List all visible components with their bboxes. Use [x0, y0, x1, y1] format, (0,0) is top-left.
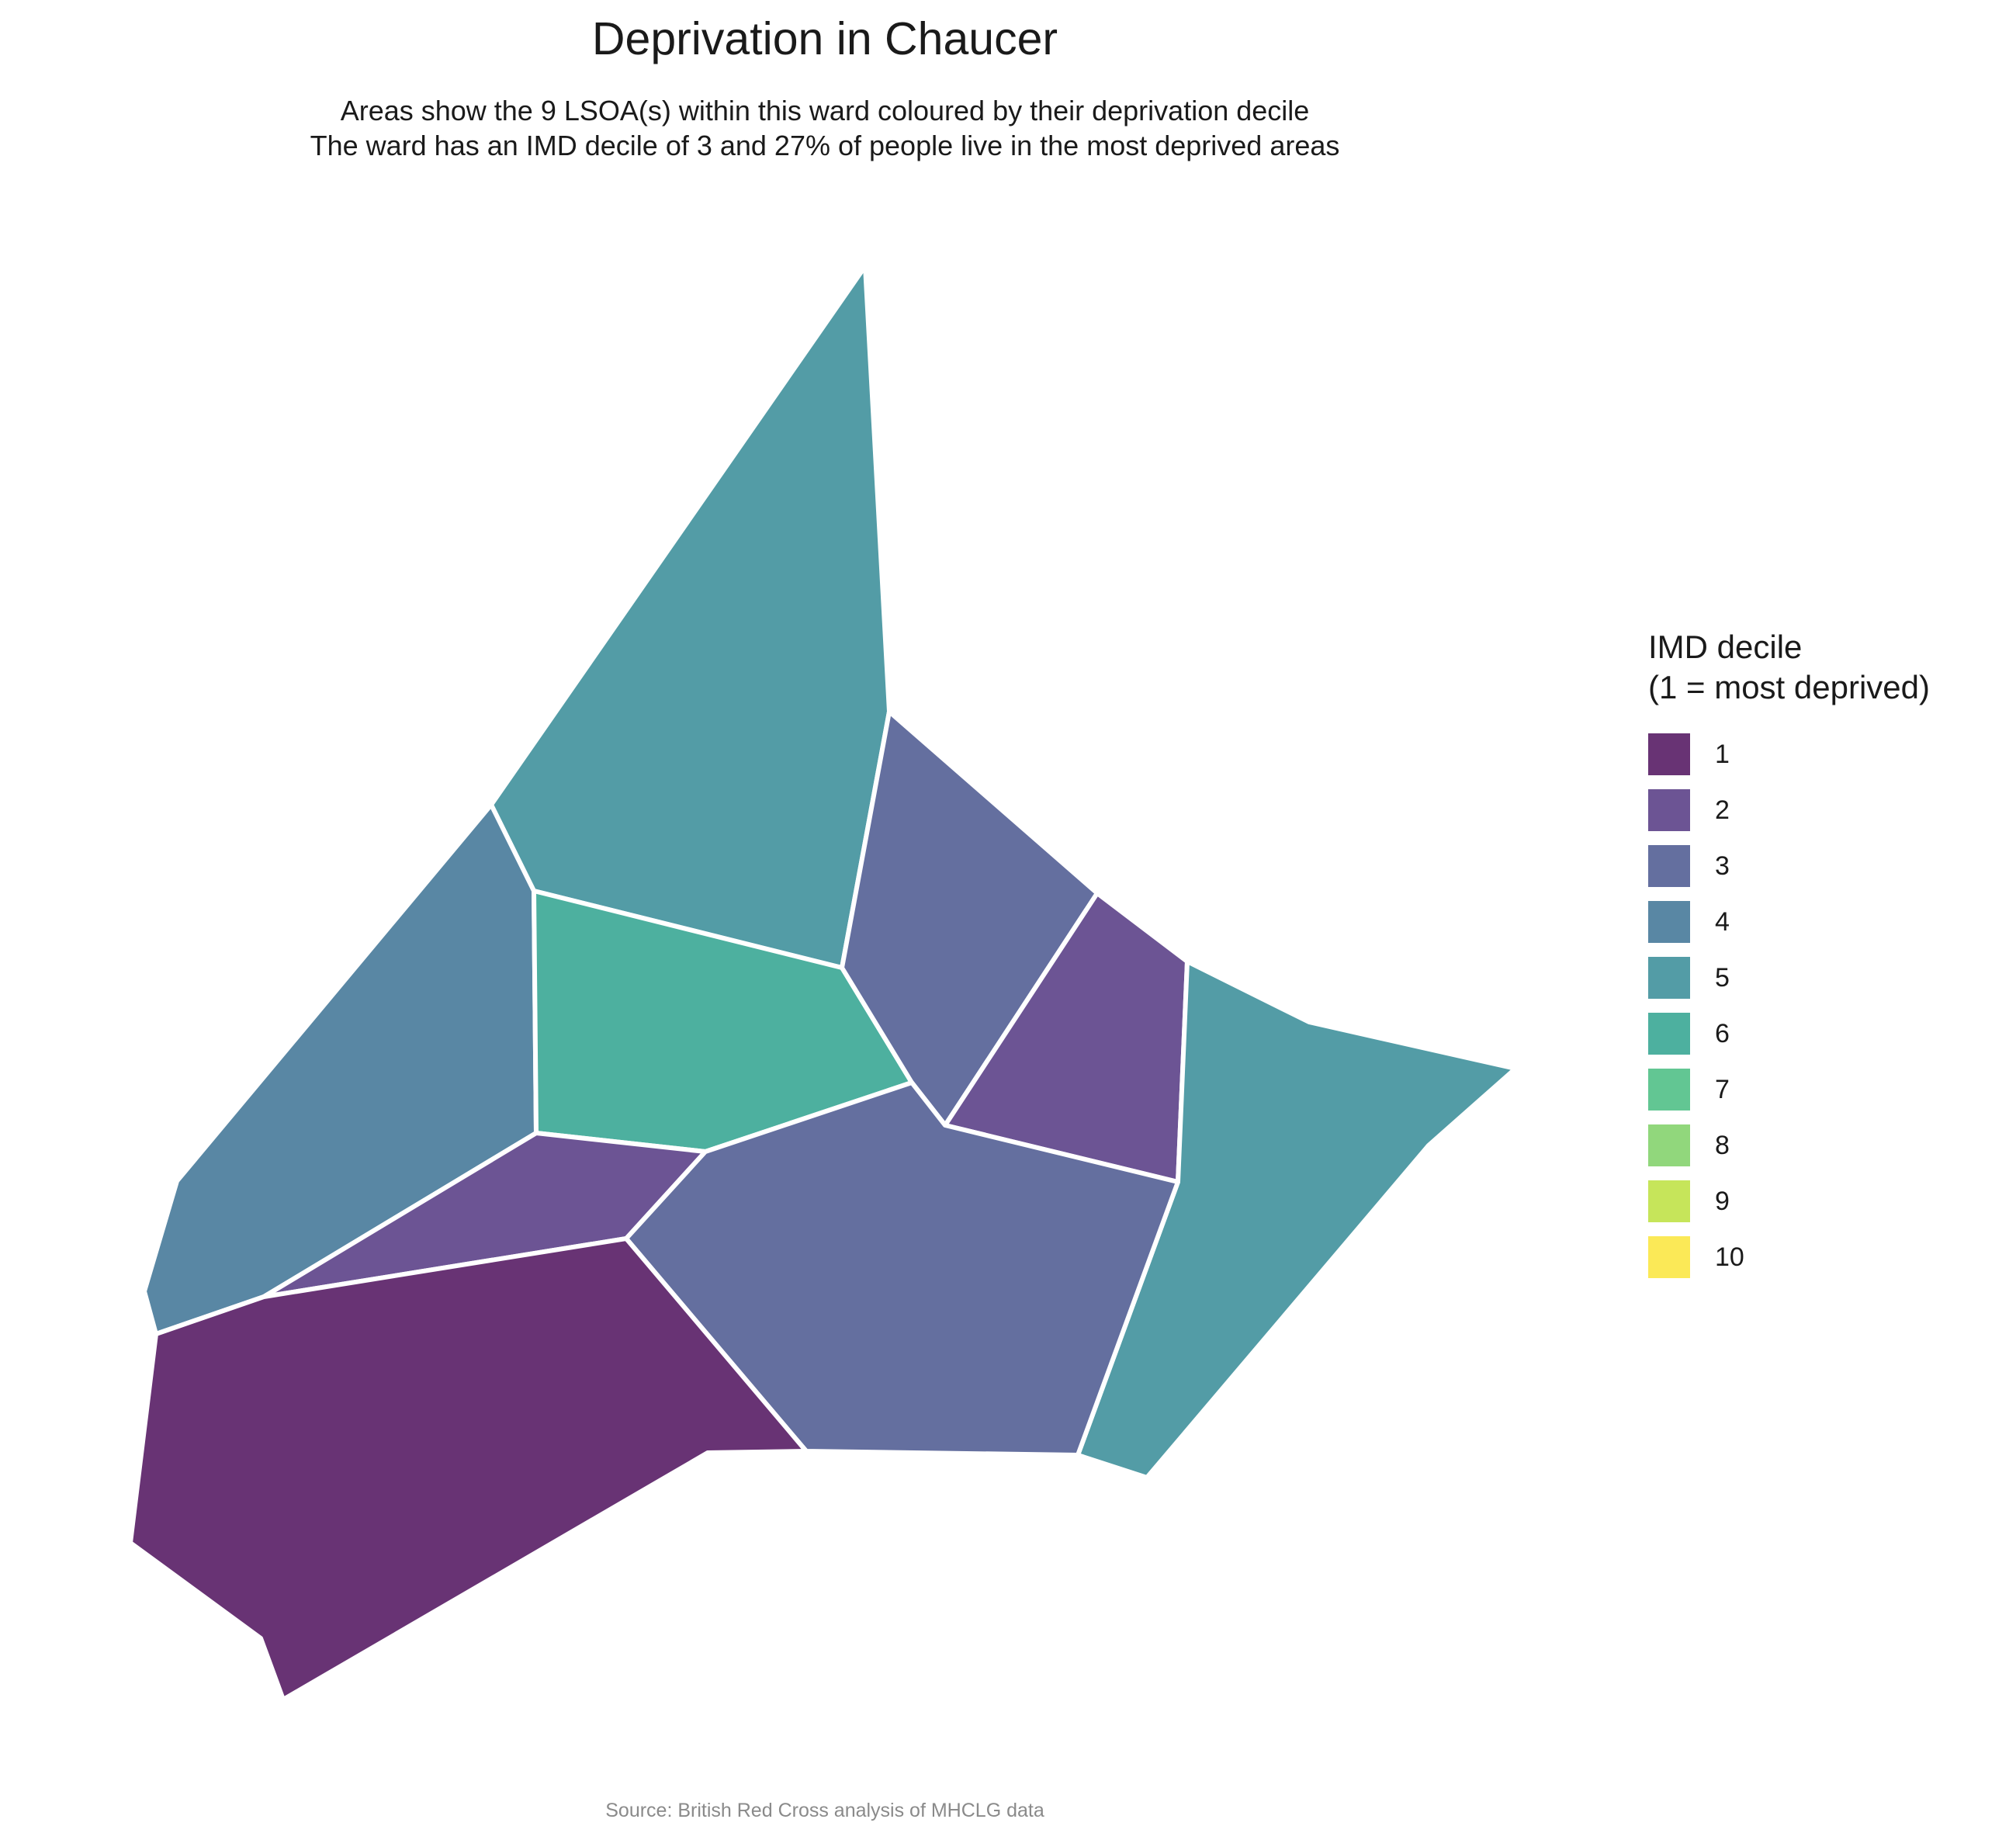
legend-label: 1: [1715, 739, 1730, 769]
legend-item: 3: [1648, 838, 1930, 894]
legend-item: 9: [1648, 1173, 1930, 1229]
lsoa-areas: [128, 264, 1518, 1702]
legend-label: 2: [1715, 795, 1730, 825]
legend-swatch: [1648, 901, 1690, 943]
legend-label: 6: [1715, 1018, 1730, 1048]
legend-label: 9: [1715, 1186, 1730, 1216]
source-caption: Source: British Red Cross analysis of MH…: [605, 1800, 1044, 1821]
legend-label: 4: [1715, 906, 1730, 937]
subtitle-line-1: Areas show the 9 LSOA(s) within this war…: [340, 95, 1310, 126]
subtitle-line-2: The ward has an IMD decile of 3 and 27% …: [310, 130, 1340, 161]
legend-label: 10: [1715, 1242, 1744, 1272]
legend-items: 1 2 3 4 5 6 7 8: [1648, 726, 1930, 1285]
legend-swatch: [1648, 1013, 1690, 1055]
legend-item: 5: [1648, 950, 1930, 1006]
legend-label: 5: [1715, 962, 1730, 993]
legend-label: 8: [1715, 1130, 1730, 1160]
legend-item: 1: [1648, 726, 1930, 782]
legend-label: 3: [1715, 851, 1730, 881]
legend-item: 2: [1648, 782, 1930, 838]
legend: IMD decile (1 = most deprived) 1 2 3 4 5…: [1648, 627, 1930, 1285]
legend-item: 10: [1648, 1229, 1930, 1285]
chart-title: Deprivation in Chaucer: [591, 13, 1058, 64]
legend-swatch: [1648, 957, 1690, 999]
legend-item: 8: [1648, 1117, 1930, 1173]
chart-subtitle: Areas show the 9 LSOA(s) within this war…: [0, 93, 1650, 163]
legend-swatch: [1648, 1236, 1690, 1278]
legend-label: 7: [1715, 1074, 1730, 1104]
lsoa-area-north: [489, 264, 892, 970]
lsoa-area-south-west: [128, 1236, 809, 1702]
legend-item: 4: [1648, 894, 1930, 950]
legend-title-line-2: (1 = most deprived): [1648, 669, 1930, 705]
legend-swatch: [1648, 1124, 1690, 1166]
legend-item: 7: [1648, 1062, 1930, 1117]
legend-swatch: [1648, 733, 1690, 775]
legend-swatch: [1648, 1180, 1690, 1222]
legend-title-line-1: IMD decile: [1648, 629, 1803, 665]
legend-item: 6: [1648, 1006, 1930, 1062]
legend-title: IMD decile (1 = most deprived): [1648, 627, 1930, 708]
legend-swatch: [1648, 789, 1690, 831]
legend-swatch: [1648, 845, 1690, 887]
legend-swatch: [1648, 1069, 1690, 1111]
